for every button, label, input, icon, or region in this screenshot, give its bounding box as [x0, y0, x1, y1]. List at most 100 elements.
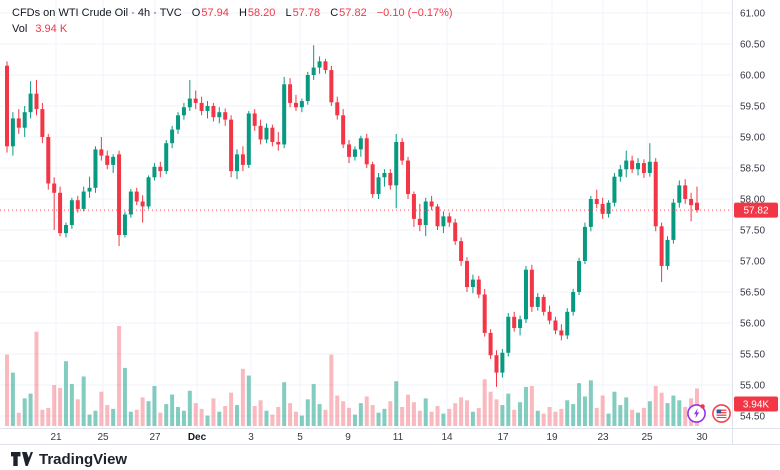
- volume-bar: [512, 409, 517, 426]
- volume-bar: [612, 391, 617, 426]
- price-axis-label[interactable]: 54.50: [740, 412, 765, 423]
- time-axis-label[interactable]: 14: [441, 432, 453, 443]
- candle-body: [52, 183, 57, 193]
- candle-body: [46, 137, 51, 184]
- time-axis-label[interactable]: 25: [641, 432, 653, 443]
- volume-bar: [128, 411, 133, 426]
- candle-body: [176, 115, 181, 130]
- candle-body: [376, 177, 381, 195]
- volume-bar: [565, 400, 570, 426]
- price-axis-label[interactable]: 55.00: [740, 381, 765, 392]
- price-axis-label[interactable]: 56.00: [740, 319, 765, 330]
- time-axis-label[interactable]: 17: [497, 432, 509, 443]
- time-axis-label[interactable]: 3: [248, 432, 254, 443]
- volume-bar: [630, 409, 635, 426]
- candle-body: [199, 102, 204, 111]
- time-axis-label[interactable]: 5: [297, 432, 303, 443]
- price-axis-label[interactable]: 60.50: [740, 40, 765, 51]
- locale-flag-button[interactable]: [711, 403, 732, 424]
- time-axis-label[interactable]: 11: [393, 432, 404, 443]
- candle-body: [689, 199, 694, 206]
- price-axis-label[interactable]: 60.00: [740, 71, 765, 82]
- volume-bar: [288, 403, 293, 426]
- volume-bar: [293, 411, 298, 426]
- candle-body: [323, 61, 328, 71]
- candle-body: [152, 166, 157, 178]
- candle-body: [453, 222, 458, 242]
- volume-badge: [734, 396, 778, 412]
- price-axis-label[interactable]: 61.00: [740, 9, 765, 20]
- volume-bar: [677, 400, 682, 426]
- time-axis-label[interactable]: 30: [696, 432, 708, 443]
- volume-bar: [87, 414, 92, 426]
- candle-body: [529, 269, 534, 307]
- time-axis-label[interactable]: 23: [597, 432, 609, 443]
- volume-bar: [10, 372, 15, 426]
- candle-body: [246, 113, 251, 165]
- candle-body: [264, 127, 269, 140]
- candle-body: [500, 352, 505, 373]
- volume-bar: [170, 394, 175, 426]
- time-axis-label[interactable]: Dec: [188, 432, 207, 443]
- volume-bar: [205, 415, 210, 426]
- candle-body: [358, 138, 363, 150]
- current-price-badge: [734, 202, 778, 218]
- candle-body: [63, 225, 68, 234]
- volume-bar: [134, 409, 139, 426]
- price-axis-label[interactable]: 55.50: [740, 350, 765, 361]
- candle-body: [677, 185, 682, 203]
- volume-bar: [582, 396, 587, 426]
- candle-body: [606, 202, 611, 214]
- time-axis-label[interactable]: 21: [50, 432, 62, 443]
- volume-bar: [329, 354, 334, 426]
- candle-body: [299, 101, 304, 108]
- candle-body: [465, 261, 469, 288]
- candle-body: [40, 109, 45, 137]
- candle-body: [276, 141, 281, 145]
- time-axis-label[interactable]: 25: [97, 432, 109, 443]
- symbol-title[interactable]: CFDs on WTI Crude Oil · 4h · TVC: [12, 7, 182, 19]
- volume-label: Vol: [12, 23, 28, 35]
- time-axis-label[interactable]: 27: [149, 432, 161, 443]
- volume-bar: [341, 401, 346, 426]
- candle-body: [641, 163, 646, 173]
- volume-bar: [81, 376, 86, 426]
- price-axis-label[interactable]: 59.50: [740, 102, 765, 113]
- instant-chart-button[interactable]: [686, 403, 707, 424]
- candle-body: [364, 138, 369, 165]
- price-axis-label[interactable]: 59.00: [740, 133, 765, 144]
- candle-body: [683, 185, 688, 199]
- price-axis-label[interactable]: 58.00: [740, 195, 765, 206]
- candle-body: [58, 192, 63, 234]
- time-axis-label[interactable]: 19: [546, 432, 558, 443]
- candle-body: [146, 177, 151, 207]
- volume-bar: [117, 326, 122, 426]
- price-axis-label[interactable]: 58.50: [740, 164, 765, 175]
- high-label: H: [238, 7, 247, 19]
- candle-body: [441, 216, 446, 227]
- candle-body: [594, 199, 599, 204]
- price-axis-label[interactable]: 56.50: [740, 288, 765, 299]
- candle-body: [423, 201, 428, 226]
- candle-body: [400, 141, 405, 161]
- volume-value: 3.94 K: [35, 23, 68, 35]
- candle-body: [582, 226, 587, 261]
- candle-body: [347, 144, 352, 157]
- legend-row-symbol: CFDs on WTI Crude Oil · 4h · TVC O57.94 …: [12, 5, 453, 21]
- candle-body: [571, 292, 576, 312]
- volume-bar: [594, 407, 599, 426]
- tradingview-logo-text: TradingView: [39, 451, 128, 468]
- volume-bar: [671, 395, 676, 426]
- volume-bar: [482, 379, 487, 426]
- candle-body: [382, 172, 387, 178]
- candle-body: [158, 166, 163, 172]
- price-axis-label[interactable]: 57.50: [740, 226, 765, 237]
- price-axis-label[interactable]: 57.00: [740, 257, 765, 268]
- volume-bar: [240, 368, 245, 426]
- time-axis-label[interactable]: 9: [345, 432, 351, 443]
- candle-body: [93, 149, 98, 188]
- legend-row-volume: Vol 3.94 K: [12, 21, 453, 37]
- candle-body: [87, 187, 92, 192]
- tradingview-logo[interactable]: TradingView: [11, 451, 127, 468]
